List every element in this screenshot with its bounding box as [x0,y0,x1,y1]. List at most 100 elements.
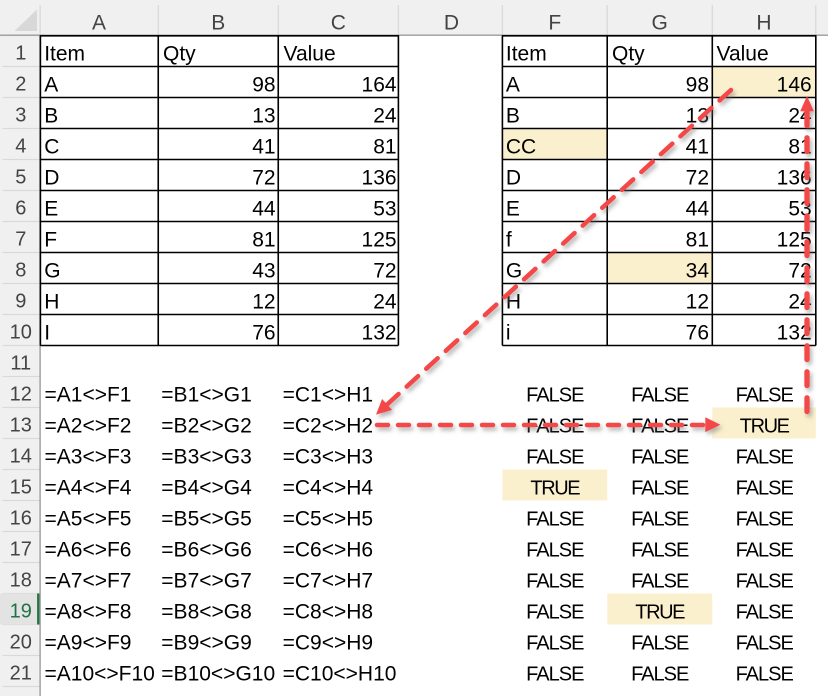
svg-text:D: D [506,167,521,190]
svg-text:FALSE: FALSE [736,664,794,686]
svg-text:F: F [548,11,561,34]
svg-text:41: 41 [686,136,709,159]
svg-text:H: H [506,291,521,314]
svg-text:TRUE: TRUE [530,478,580,500]
svg-text:5: 5 [15,166,26,188]
svg-text:=B9<>G9: =B9<>G9 [161,632,252,655]
svg-text:20: 20 [10,631,32,653]
svg-text:CC: CC [506,136,536,159]
svg-text:24: 24 [373,291,397,314]
svg-text:1: 1 [15,42,26,64]
svg-text:72: 72 [373,260,396,283]
svg-text:=A8<>F8: =A8<>F8 [45,601,132,624]
svg-text:=A4<>F4: =A4<>F4 [45,477,132,500]
svg-text:125: 125 [777,229,812,252]
svg-text:TRUE: TRUE [740,416,790,438]
svg-text:24: 24 [373,105,397,128]
svg-text:f: f [506,229,512,252]
svg-text:Value: Value [284,43,336,66]
svg-text:=A2<>F2: =A2<>F2 [45,415,132,438]
svg-text:FALSE: FALSE [526,571,584,593]
svg-text:41: 41 [252,136,275,159]
svg-text:=C6<>H6: =C6<>H6 [283,539,373,562]
svg-text:81: 81 [252,229,275,252]
svg-text:=B7<>G7: =B7<>G7 [161,570,252,593]
svg-text:A: A [44,74,58,97]
svg-text:15: 15 [10,476,32,498]
svg-text:A: A [92,11,106,34]
svg-text:C: C [44,136,59,159]
svg-text:FALSE: FALSE [736,509,794,531]
svg-text:FALSE: FALSE [736,571,794,593]
svg-text:E: E [506,198,520,221]
svg-text:FALSE: FALSE [736,540,794,562]
svg-text:44: 44 [686,198,710,221]
svg-text:72: 72 [252,167,275,190]
svg-text:=B3<>G3: =B3<>G3 [161,446,252,469]
svg-text:2: 2 [15,73,26,95]
svg-text:=C1<>H1: =C1<>H1 [283,384,373,407]
svg-text:FALSE: FALSE [736,478,794,500]
svg-text:TRUE: TRUE [635,602,685,624]
svg-text:146: 146 [777,74,812,97]
svg-text:F: F [44,229,57,252]
svg-text:98: 98 [252,74,275,97]
svg-text:FALSE: FALSE [736,385,794,407]
svg-text:81: 81 [686,229,709,252]
svg-text:=C10<>H10: =C10<>H10 [283,663,397,686]
svg-text:44: 44 [252,198,276,221]
svg-text:=C4<>H4: =C4<>H4 [283,477,374,500]
svg-text:Qty: Qty [612,43,645,66]
svg-text:17: 17 [10,538,32,560]
svg-text:FALSE: FALSE [526,509,584,531]
svg-text:H: H [44,291,59,314]
svg-text:=A7<>F7: =A7<>F7 [45,570,132,593]
svg-text:12: 12 [252,291,275,314]
svg-text:43: 43 [252,260,275,283]
svg-text:Item: Item [44,43,85,66]
svg-text:13: 13 [10,414,32,436]
svg-text:FALSE: FALSE [526,385,584,407]
svg-text:136: 136 [777,167,812,190]
svg-text:G: G [506,260,522,283]
svg-text:132: 132 [362,322,397,345]
svg-text:9: 9 [15,290,26,312]
svg-text:FALSE: FALSE [631,571,689,593]
svg-text:Value: Value [717,43,769,66]
svg-text:13: 13 [252,105,275,128]
svg-text:=A10<>F10: =A10<>F10 [45,663,155,686]
svg-text:FALSE: FALSE [631,385,689,407]
svg-text:=C9<>H9: =C9<>H9 [283,632,373,655]
svg-text:=C8<>H8: =C8<>H8 [283,601,373,624]
svg-text:125: 125 [362,229,397,252]
svg-text:18: 18 [10,569,32,591]
svg-text:12: 12 [10,383,32,405]
svg-text:FALSE: FALSE [631,478,689,500]
svg-text:FALSE: FALSE [526,447,584,469]
svg-text:FALSE: FALSE [526,664,584,686]
svg-text:12: 12 [686,291,709,314]
svg-text:FALSE: FALSE [526,602,584,624]
svg-text:E: E [44,198,58,221]
svg-text:14: 14 [10,445,32,467]
svg-text:81: 81 [373,136,396,159]
svg-text:=B8<>G8: =B8<>G8 [161,601,252,624]
svg-text:Item: Item [506,43,547,66]
svg-text:=A3<>F3: =A3<>F3 [45,446,132,469]
svg-text:21: 21 [10,662,32,684]
svg-text:=B2<>G2: =B2<>G2 [161,415,252,438]
svg-text:136: 136 [362,167,397,190]
svg-text:=A5<>F5: =A5<>F5 [45,508,132,531]
svg-text:FALSE: FALSE [526,540,584,562]
svg-text:FALSE: FALSE [736,602,794,624]
svg-text:13: 13 [686,105,709,128]
svg-text:FALSE: FALSE [631,540,689,562]
svg-text:=C2<>H2: =C2<>H2 [283,415,373,438]
svg-text:I: I [44,322,50,345]
svg-text:76: 76 [686,322,709,345]
svg-text:132: 132 [777,322,812,345]
svg-text:=C3<>H3: =C3<>H3 [283,446,373,469]
svg-text:=B4<>G4: =B4<>G4 [161,477,252,500]
svg-text:H: H [756,11,771,34]
svg-text:i: i [506,322,511,345]
